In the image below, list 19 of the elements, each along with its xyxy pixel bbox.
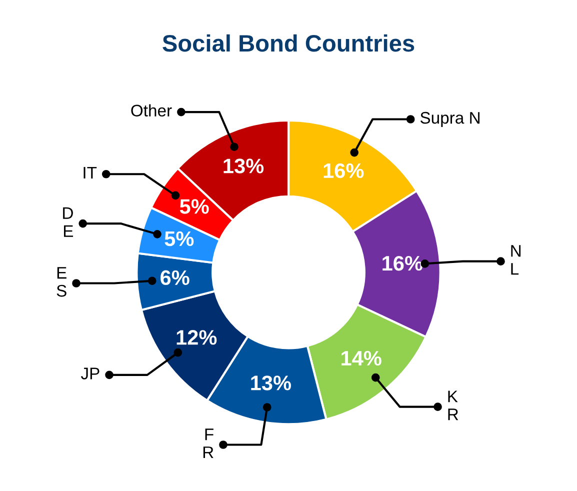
data-label: 12% (176, 330, 217, 345)
data-label: 5% (180, 199, 209, 214)
slice-label: Other (131, 104, 172, 116)
data-label: 14% (342, 350, 382, 366)
data-label: 13% (224, 158, 264, 174)
data-label: 16% (382, 256, 422, 271)
data-label: 16% (324, 163, 364, 178)
slice-label: N L (511, 245, 521, 275)
data-label: 13% (251, 376, 291, 390)
slice-label: D E (63, 207, 74, 237)
data-label: 6% (160, 270, 190, 286)
slice-label: JP (80, 368, 100, 380)
chart-title: Social Bond Countries (162, 34, 414, 52)
data-label: 5% (164, 231, 194, 246)
slice-label: E S (56, 267, 66, 297)
slice-label: F R (203, 428, 214, 458)
slice-label: IT (84, 166, 97, 178)
slice-label: Supra N (420, 112, 480, 128)
slice-label: K R (448, 390, 458, 420)
